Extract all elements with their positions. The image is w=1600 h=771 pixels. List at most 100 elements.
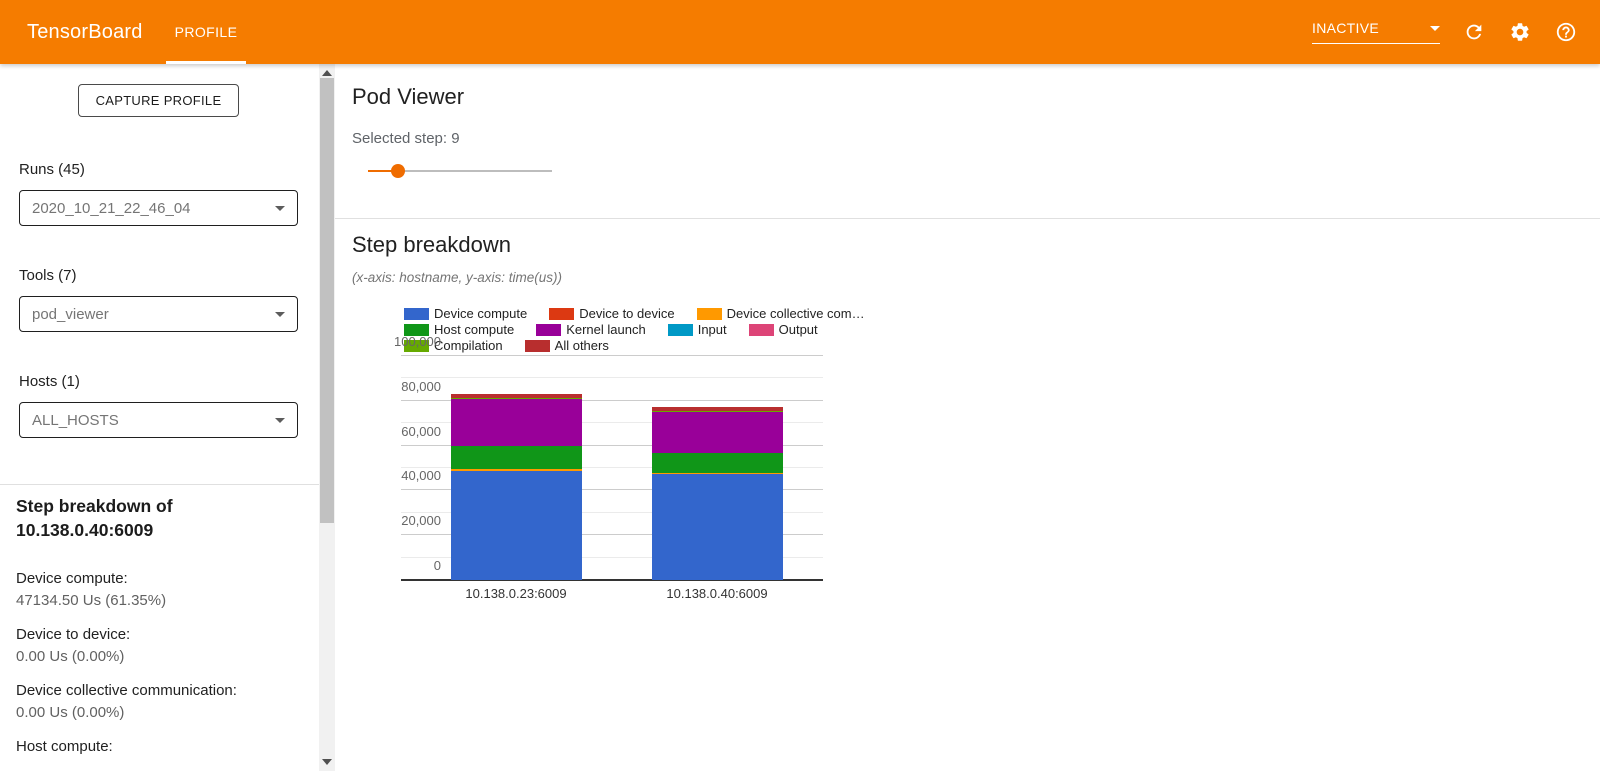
bar-segment-compilation[interactable] xyxy=(450,398,582,400)
legend-label: Device to device xyxy=(579,306,675,321)
scroll-up-arrow-icon[interactable] xyxy=(322,68,332,78)
bar-segment-device-collective-communication[interactable] xyxy=(450,469,582,471)
axis-note: (x-axis: hostname, y-axis: time(us)) xyxy=(352,270,563,285)
gear-icon xyxy=(1511,23,1529,41)
gridline-major xyxy=(401,444,823,446)
bar-segment-kernel-launch[interactable] xyxy=(651,412,783,454)
y-axis-tick-label: 60,000 xyxy=(401,423,441,439)
bar-segment-kernel-launch[interactable] xyxy=(450,399,582,446)
gridline-major xyxy=(401,534,823,536)
stat-item: Host compute: xyxy=(16,736,306,758)
bar-segment-device-compute[interactable] xyxy=(651,474,783,580)
legend-swatch-icon xyxy=(404,323,429,336)
capture-profile-button[interactable]: CAPTURE PROFILE xyxy=(78,84,239,117)
y-axis-tick-label: 20,000 xyxy=(401,513,441,529)
legend-row: Compilation All others xyxy=(404,338,844,353)
y-axis-tick-label: 80,000 xyxy=(401,378,441,394)
tab-profile[interactable]: PROFILE xyxy=(166,0,246,64)
stat-label: Device compute: xyxy=(16,570,128,587)
y-axis-tick-label: 40,000 xyxy=(401,468,441,484)
hosts-label: Hosts (1) xyxy=(19,373,80,390)
legend-row: Host compute Kernel launch Input Output xyxy=(404,322,844,337)
gridline-minor xyxy=(401,511,823,513)
legend-swatch-icon xyxy=(748,323,774,336)
sidebar-scrollbar[interactable] xyxy=(319,64,335,771)
selected-step-label: Selected step: 9 xyxy=(352,130,460,147)
gridline-major xyxy=(401,355,823,356)
bar-segment-device-collective-communication[interactable] xyxy=(651,473,783,475)
legend-item: Output xyxy=(748,322,818,337)
stat-value: 0.00 Us (0.00%) xyxy=(16,648,125,665)
x-axis-tick-label: 10.138.0.23:6009 xyxy=(465,586,567,601)
gridline-major xyxy=(401,489,823,491)
stat-item: Device to device: 0.00 Us (0.00%) xyxy=(16,624,306,668)
hosts-dropdown[interactable]: ALL_HOSTS xyxy=(19,402,298,438)
header-actions: INACTIVE xyxy=(1312,0,1578,64)
sidebar: CAPTURE PROFILE Runs (45) 2020_10_21_22_… xyxy=(0,64,319,771)
legend-row: Device compute Device to device Device col… xyxy=(404,306,865,321)
stacked-bar-10.138.0.40:6009[interactable] xyxy=(651,407,783,580)
y-axis-tick-label: 100,000 xyxy=(394,334,441,349)
chevron-down-icon xyxy=(275,311,285,317)
chevron-down-icon xyxy=(275,205,285,211)
stat-label: Device to device: xyxy=(16,626,131,643)
chevron-down-icon xyxy=(275,417,285,423)
legend-item: All others xyxy=(524,338,609,353)
bar-segment-all-others[interactable] xyxy=(450,394,582,399)
help-icon xyxy=(1556,22,1576,42)
runs-dropdown[interactable]: 2020_10_21_22_46_04 xyxy=(19,190,298,226)
bar-segment-host-compute[interactable] xyxy=(651,453,783,474)
legend-swatch-icon xyxy=(667,323,693,336)
slider-track[interactable] xyxy=(368,170,552,172)
legend-item: Kernel launch xyxy=(536,322,646,337)
x-axis-line xyxy=(401,579,823,581)
bar-segment-all-others[interactable] xyxy=(651,407,783,411)
status-dropdown[interactable]: INACTIVE xyxy=(1312,20,1440,44)
step-slider[interactable] xyxy=(368,164,552,178)
legend-label: Input xyxy=(697,322,727,337)
legend-swatch-icon xyxy=(536,323,562,336)
hosts-dropdown-value: ALL_HOSTS xyxy=(32,411,119,429)
bar-segment-host-compute[interactable] xyxy=(450,445,582,470)
tools-label: Tools (7) xyxy=(19,267,77,284)
gridline-minor xyxy=(401,467,823,468)
refresh-button[interactable] xyxy=(1462,20,1486,44)
stacked-bar-10.138.0.23:6009[interactable] xyxy=(450,394,582,580)
page-title: Pod Viewer xyxy=(352,84,465,109)
step-breakdown-chart: Device compute Device to device Device col… xyxy=(352,300,882,620)
y-axis-tick-label: 0 xyxy=(433,558,441,573)
breakdown-stats: Device compute: 47134.50 Us (61.35%) Devic… xyxy=(16,568,306,770)
legend-label: Compilation xyxy=(434,338,503,353)
legend-label: Host compute xyxy=(434,322,515,337)
breakdown-title: Step breakdown of 10.138.0.40:6009 xyxy=(16,496,173,540)
scrollbar-thumb[interactable] xyxy=(320,78,334,523)
section-divider xyxy=(335,218,1600,219)
bar-segment-compilation[interactable] xyxy=(651,410,783,413)
x-axis-tick-label: 10.138.0.40:6009 xyxy=(666,586,768,601)
legend-swatch-icon xyxy=(549,307,575,320)
app-header: TensorBoard PROFILE INACTIVE xyxy=(0,0,1600,64)
chart-legend: Device compute Device to device Device col… xyxy=(404,306,865,354)
settings-button[interactable] xyxy=(1508,20,1532,44)
scroll-down-arrow-icon[interactable] xyxy=(322,757,332,767)
legend-item: Device to device xyxy=(549,306,675,321)
runs-label: Runs (45) xyxy=(19,161,85,178)
slider-track-active xyxy=(368,170,398,172)
stat-label: Device collective communication: xyxy=(16,682,237,699)
section-title: Step breakdown xyxy=(352,232,511,257)
legend-label: Output xyxy=(778,322,818,337)
refresh-icon xyxy=(1466,24,1482,40)
slider-thumb[interactable] xyxy=(391,164,405,178)
legend-swatch-icon xyxy=(404,339,429,352)
gridline-major xyxy=(401,399,823,401)
help-button[interactable] xyxy=(1554,20,1578,44)
main-content: Pod Viewer Selected step: 9 Step breakdo… xyxy=(335,64,1600,771)
legend-label: Device compute xyxy=(434,306,528,321)
status-dropdown-value: INACTIVE xyxy=(1312,20,1379,36)
tools-dropdown-value: pod_viewer xyxy=(32,305,109,323)
tools-dropdown[interactable]: pod_viewer xyxy=(19,296,298,332)
bar-segment-device-compute[interactable] xyxy=(450,470,582,580)
legend-swatch-icon xyxy=(404,307,429,320)
legend-item: Input xyxy=(667,322,727,337)
legend-label: Device collective com… xyxy=(726,306,865,321)
